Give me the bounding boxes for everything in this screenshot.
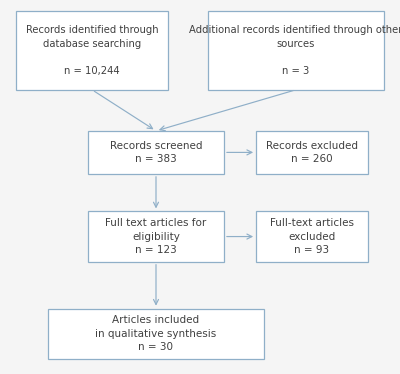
FancyBboxPatch shape <box>256 211 368 262</box>
FancyBboxPatch shape <box>16 11 168 90</box>
Text: Articles included
in qualitative synthesis
n = 30: Articles included in qualitative synthes… <box>95 315 217 352</box>
FancyBboxPatch shape <box>88 131 224 174</box>
Text: Additional records identified through other
sources

n = 3: Additional records identified through ot… <box>189 25 400 76</box>
Text: Records identified through
database searching

n = 10,244: Records identified through database sear… <box>26 25 158 76</box>
Text: Records excluded
n = 260: Records excluded n = 260 <box>266 141 358 164</box>
FancyBboxPatch shape <box>88 211 224 262</box>
FancyBboxPatch shape <box>48 309 264 359</box>
FancyBboxPatch shape <box>208 11 384 90</box>
Text: Full-text articles
excluded
n = 93: Full-text articles excluded n = 93 <box>270 218 354 255</box>
Text: Records screened
n = 383: Records screened n = 383 <box>110 141 202 164</box>
Text: Full text articles for
eligibility
n = 123: Full text articles for eligibility n = 1… <box>105 218 207 255</box>
FancyBboxPatch shape <box>256 131 368 174</box>
